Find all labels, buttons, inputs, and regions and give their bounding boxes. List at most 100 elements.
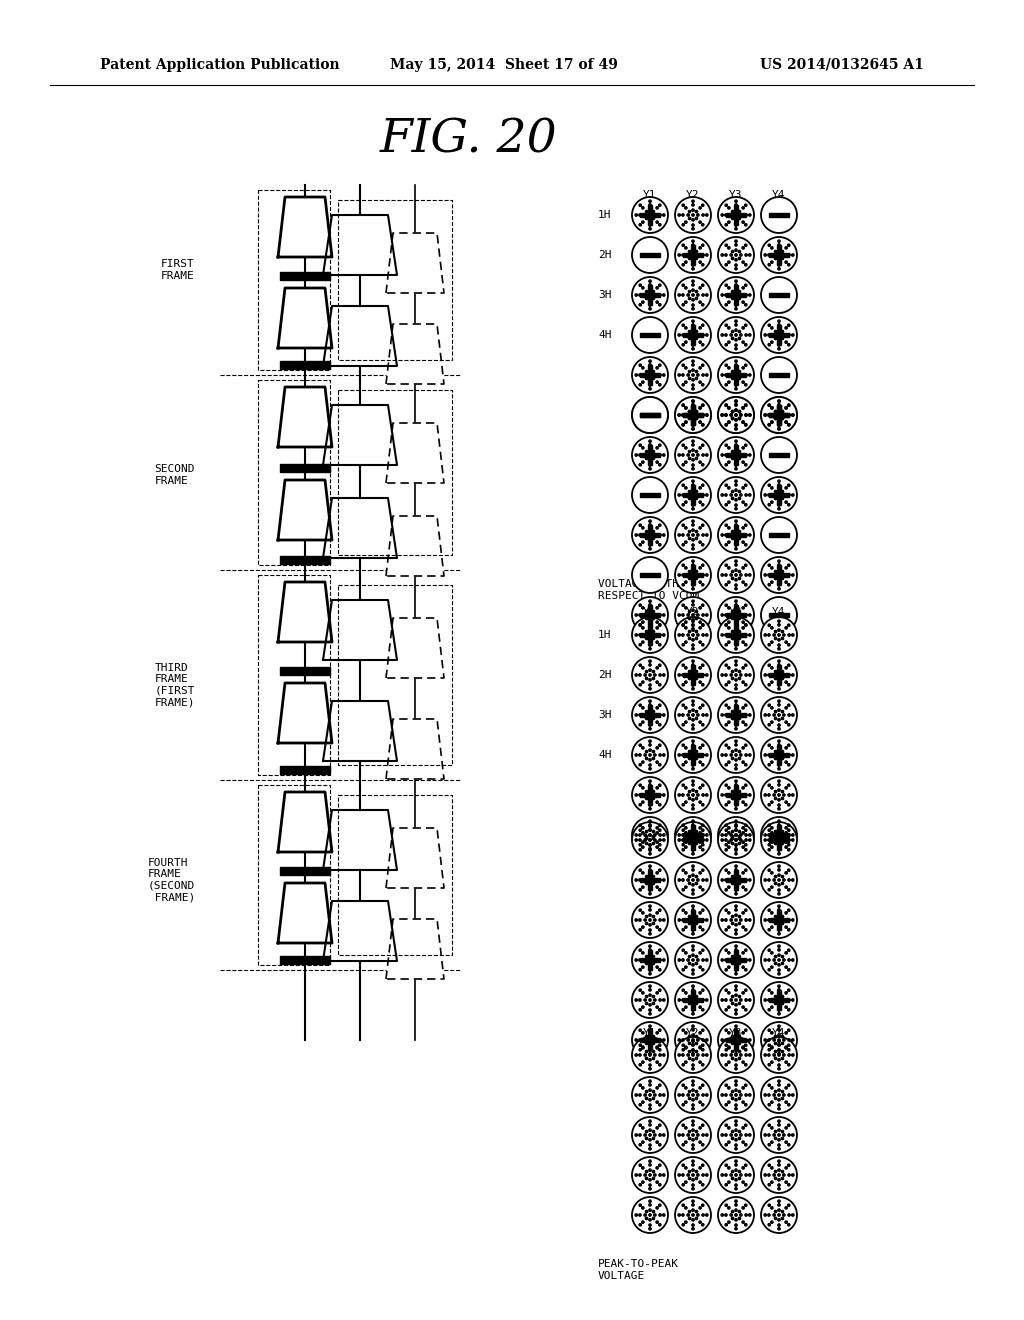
Circle shape (639, 1048, 641, 1051)
Circle shape (699, 502, 701, 503)
Circle shape (718, 616, 754, 653)
Polygon shape (647, 1030, 652, 1051)
Circle shape (785, 327, 787, 329)
Circle shape (687, 673, 689, 676)
Circle shape (658, 634, 662, 636)
Circle shape (652, 915, 654, 917)
Circle shape (768, 404, 770, 407)
Text: FOURTH
FRAME
(SECOND
 FRAME): FOURTH FRAME (SECOND FRAME) (147, 858, 195, 903)
Circle shape (735, 404, 737, 407)
Circle shape (675, 616, 711, 653)
Circle shape (639, 969, 641, 972)
Circle shape (701, 1134, 705, 1137)
Circle shape (645, 1035, 648, 1038)
Circle shape (768, 869, 770, 871)
Circle shape (678, 1214, 680, 1216)
Circle shape (725, 404, 727, 407)
Polygon shape (769, 213, 790, 218)
Circle shape (632, 1197, 668, 1233)
Circle shape (771, 925, 773, 928)
Circle shape (761, 397, 797, 433)
Circle shape (685, 527, 687, 529)
Circle shape (649, 1200, 651, 1203)
Circle shape (728, 502, 730, 503)
Circle shape (778, 480, 780, 482)
Circle shape (725, 334, 727, 337)
Circle shape (645, 631, 648, 632)
Circle shape (692, 1104, 694, 1106)
Circle shape (642, 871, 644, 874)
Circle shape (782, 754, 785, 756)
Circle shape (642, 1181, 644, 1183)
Circle shape (787, 999, 791, 1001)
Circle shape (735, 1028, 737, 1031)
Circle shape (645, 537, 648, 540)
Circle shape (768, 673, 770, 676)
Circle shape (692, 700, 694, 702)
Circle shape (692, 789, 694, 791)
Circle shape (744, 763, 746, 766)
Circle shape (658, 1053, 662, 1056)
Circle shape (695, 411, 697, 413)
Circle shape (739, 454, 742, 457)
Circle shape (699, 1006, 701, 1008)
Circle shape (738, 710, 740, 713)
Circle shape (768, 414, 770, 416)
Circle shape (728, 832, 730, 834)
Circle shape (649, 834, 651, 836)
Circle shape (653, 1094, 656, 1096)
Circle shape (728, 667, 730, 669)
Circle shape (768, 1030, 770, 1031)
Circle shape (692, 1204, 694, 1206)
Circle shape (685, 681, 687, 684)
Circle shape (692, 1026, 694, 1027)
Circle shape (699, 952, 701, 954)
Text: VOLTAGE WITH
RESPECT TO VCOM: VOLTAGE WITH RESPECT TO VCOM (598, 579, 699, 601)
Circle shape (771, 407, 773, 409)
Circle shape (771, 760, 773, 763)
Circle shape (642, 1140, 644, 1143)
Circle shape (778, 843, 780, 846)
Circle shape (652, 1138, 654, 1139)
Circle shape (682, 623, 684, 626)
Circle shape (695, 717, 697, 719)
Circle shape (701, 284, 703, 286)
Text: Y1: Y1 (643, 190, 656, 201)
Circle shape (701, 614, 705, 616)
Circle shape (692, 874, 694, 876)
Circle shape (742, 620, 744, 623)
Circle shape (656, 301, 658, 304)
Circle shape (649, 219, 651, 220)
Circle shape (778, 499, 780, 502)
Circle shape (682, 793, 684, 796)
Circle shape (632, 817, 668, 853)
Circle shape (771, 627, 773, 630)
Circle shape (692, 933, 694, 935)
Circle shape (744, 624, 746, 627)
Circle shape (642, 952, 644, 954)
Circle shape (635, 1214, 637, 1216)
Circle shape (685, 966, 687, 969)
Circle shape (649, 664, 651, 667)
Circle shape (649, 748, 651, 751)
Circle shape (649, 459, 651, 461)
Circle shape (768, 824, 770, 826)
Circle shape (695, 618, 697, 619)
Polygon shape (726, 612, 746, 618)
Circle shape (738, 371, 740, 372)
Circle shape (682, 544, 684, 546)
Circle shape (735, 660, 737, 663)
Circle shape (771, 952, 773, 954)
Circle shape (744, 644, 746, 645)
Circle shape (778, 1064, 780, 1067)
Circle shape (725, 264, 727, 265)
Circle shape (675, 277, 711, 313)
Circle shape (735, 587, 737, 590)
Circle shape (744, 264, 746, 265)
Polygon shape (386, 919, 444, 979)
Circle shape (687, 1053, 689, 1056)
Circle shape (785, 1101, 787, 1104)
Circle shape (649, 1224, 651, 1226)
Circle shape (785, 1047, 787, 1049)
Circle shape (639, 793, 641, 796)
